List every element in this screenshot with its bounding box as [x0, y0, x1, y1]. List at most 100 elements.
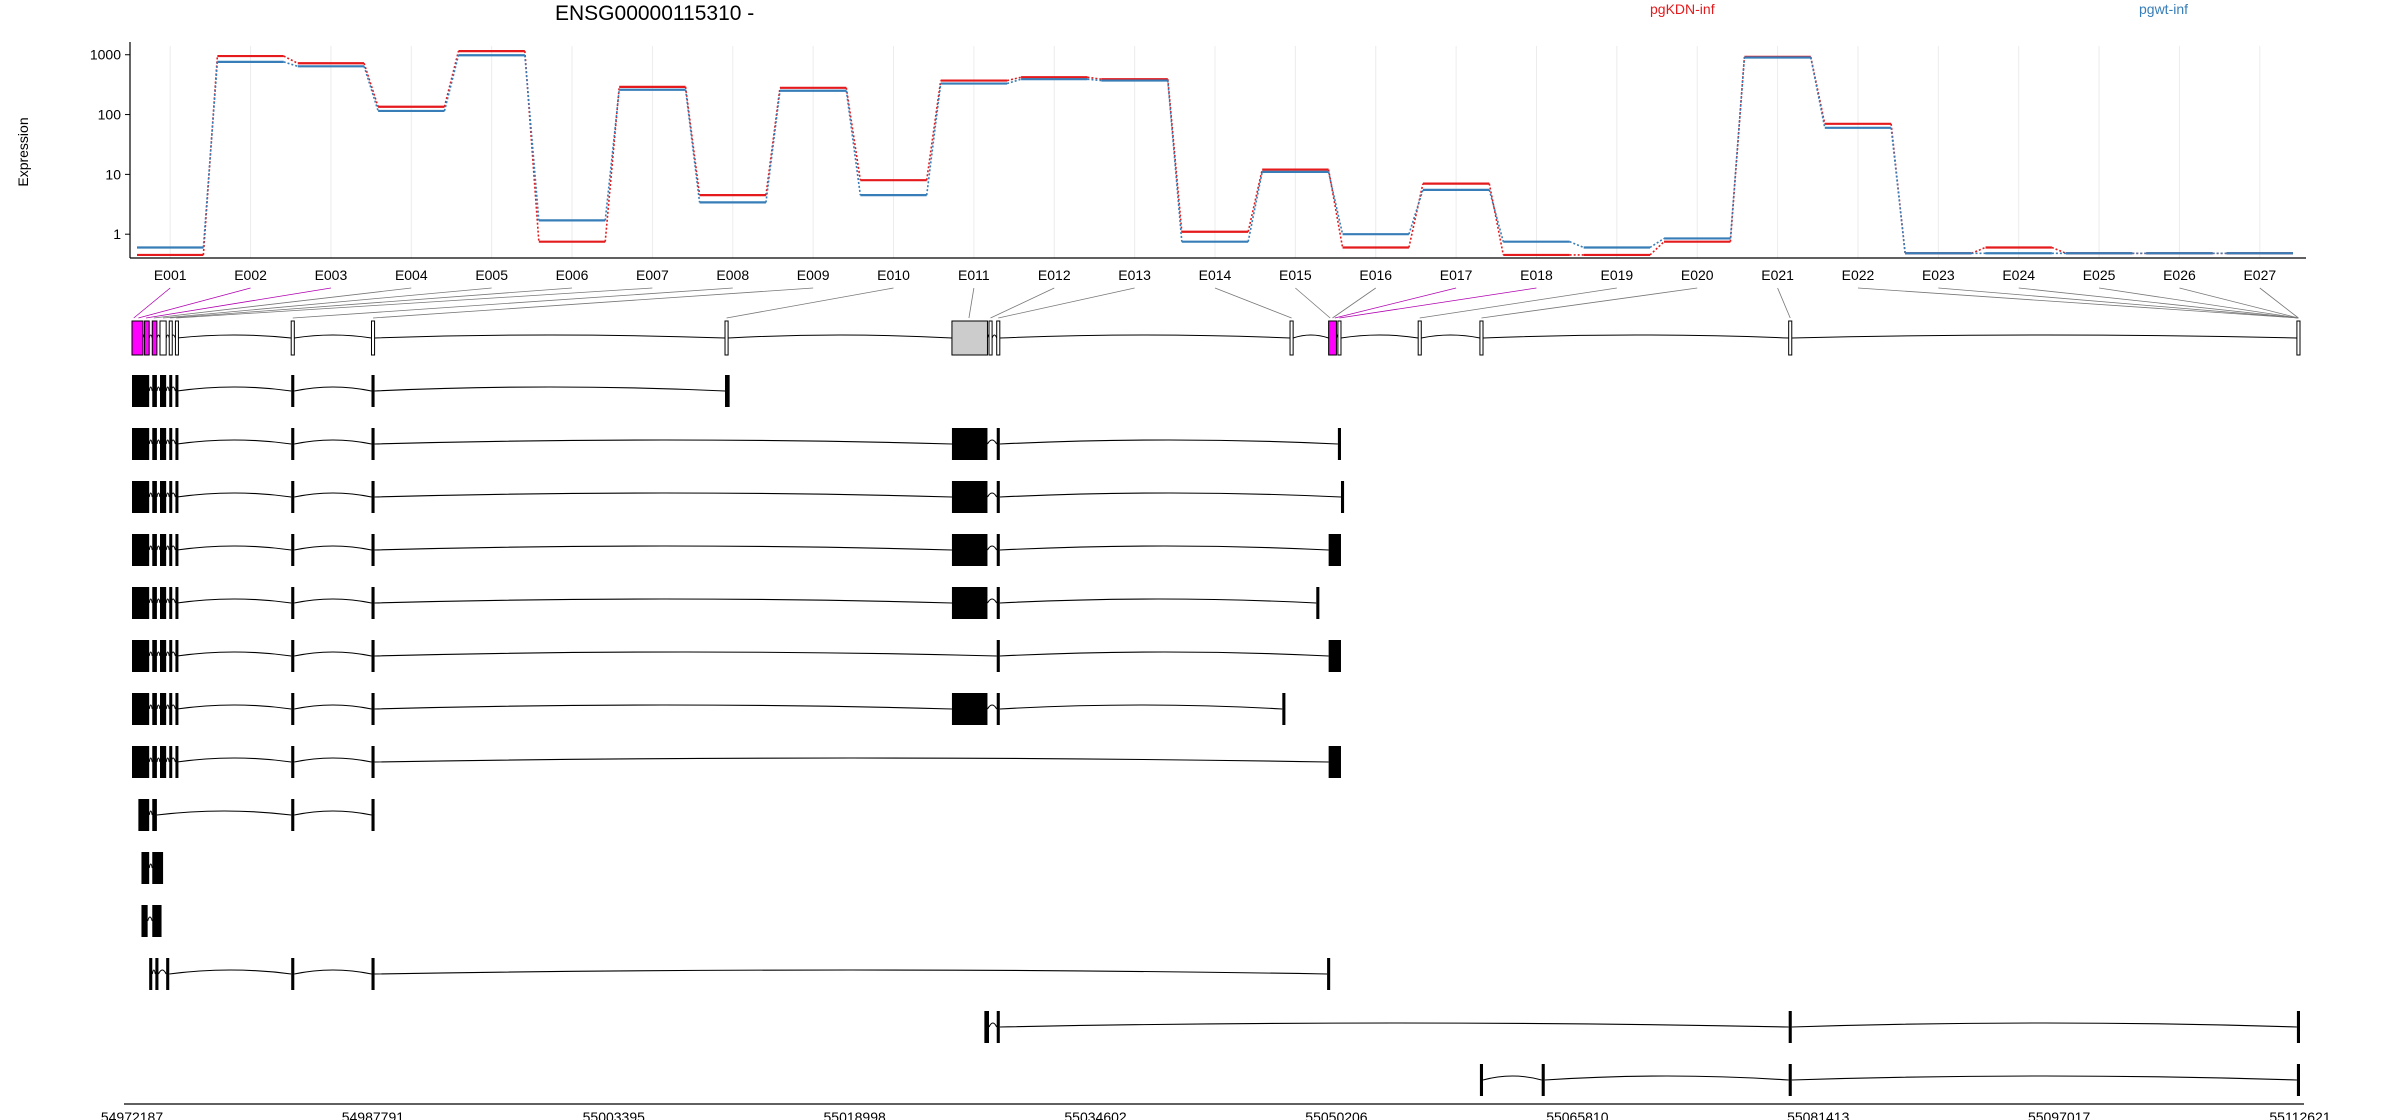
gene-model-intron [999, 334, 1291, 339]
exon-link-e026 [2179, 287, 2299, 319]
transcript-exon [1328, 640, 1341, 672]
exon-link-e006 [169, 287, 573, 319]
transcript-exon [371, 958, 375, 990]
transcript-intron [156, 545, 161, 551]
series-connector [363, 63, 379, 108]
transcript-exon [159, 693, 167, 725]
gene-model-exon [1289, 320, 1294, 356]
transcript-intron [156, 492, 161, 498]
y-tick-label: 10 [105, 166, 121, 182]
transcript-exon [996, 640, 1000, 672]
transcript-exon [175, 640, 179, 672]
transcript-intron [294, 439, 372, 445]
series-connector [925, 83, 942, 196]
transcript-exon [291, 587, 295, 619]
genomic-tick-label: 55112621 [2269, 1109, 2330, 1120]
legend-entry-pgkdn: pgKDN-inf [1650, 1, 1715, 17]
transcript-exon [951, 534, 988, 566]
genomic-tick-label: 55050206 [1305, 1109, 1368, 1120]
transcript-intron [148, 545, 153, 551]
transcript-exon [996, 1011, 1000, 1043]
transcript-intron [374, 439, 952, 445]
transcript-intron [374, 757, 1329, 763]
series-connector [1649, 237, 1665, 249]
transcript-exon [1337, 428, 1341, 460]
transcript-exon [159, 375, 167, 407]
series-connector [1488, 183, 1505, 256]
x-tick-label-e002: E002 [234, 267, 267, 283]
transcript-intron [148, 492, 153, 498]
transcript-exon [169, 534, 173, 566]
genomic-tick-label: 55081413 [1787, 1109, 1850, 1120]
series-connector [1247, 171, 1263, 242]
transcript-intron [999, 598, 1317, 604]
transcript-intron [999, 651, 1329, 657]
transcript-intron [374, 969, 1328, 975]
x-tick-label-e027: E027 [2243, 267, 2276, 283]
x-tick-label-e018: E018 [1520, 267, 1553, 283]
transcript-intron [165, 598, 170, 604]
exon-link-e008 [292, 287, 733, 319]
transcript-intron [151, 969, 156, 975]
series-connector [1327, 171, 1344, 235]
gene-model-exon [159, 320, 167, 356]
x-tick-label-e015: E015 [1279, 267, 1312, 283]
transcript-intron [165, 704, 170, 710]
series-connector [1327, 169, 1344, 248]
transcript-intron [165, 492, 170, 498]
transcript-exon [2296, 1011, 2300, 1043]
transcript-intron [999, 704, 1283, 710]
transcript-exon [371, 640, 375, 672]
transcript-exon [169, 481, 173, 513]
exon-link-e007 [176, 287, 653, 319]
transcript-exon [175, 587, 179, 619]
transcript-intron [1791, 1075, 2297, 1081]
transcript-exon [132, 746, 150, 778]
transcript-exon [1788, 1064, 1792, 1096]
transcript-exon [132, 428, 150, 460]
transcript-intron [156, 386, 161, 392]
transcript-exon [996, 587, 1000, 619]
x-tick-label-e003: E003 [315, 267, 348, 283]
transcript-exon [984, 1011, 990, 1043]
transcript-exon [371, 534, 375, 566]
gene-model-exon [1479, 320, 1484, 356]
transcript-exon [725, 375, 730, 407]
transcript-exon [152, 905, 162, 937]
transcript-intron [176, 439, 292, 445]
x-tick-label-e020: E020 [1681, 267, 1714, 283]
transcript-exon [291, 428, 295, 460]
transcript-exon [1479, 1064, 1484, 1096]
transcript-exon [291, 958, 295, 990]
transcript-exon [371, 587, 375, 619]
transcript-exon [1316, 587, 1320, 619]
transcript-exon [1327, 958, 1331, 990]
transcript-exon [152, 587, 157, 619]
gene-model-intron [1482, 334, 1789, 339]
transcript-intron [374, 386, 726, 392]
transcript-exon [132, 375, 150, 407]
series-connector [604, 86, 621, 242]
transcript-intron [294, 598, 372, 604]
series-connector [925, 80, 942, 181]
transcript-intron [986, 439, 998, 445]
x-tick-label-e007: E007 [636, 267, 669, 283]
x-tick-label-e026: E026 [2163, 267, 2196, 283]
transcript-intron [1791, 1022, 2297, 1028]
series-connector [283, 61, 298, 68]
exon-link-e003 [146, 287, 331, 319]
series-connector [1809, 57, 1826, 128]
gene-model-exon [2296, 320, 2301, 356]
transcript-intron [294, 704, 372, 710]
transcript-exon [152, 481, 157, 513]
gene-model-exon [370, 320, 376, 356]
transcript-exon [2296, 1064, 2300, 1096]
exon-link-e019 [1419, 287, 1617, 319]
series-connector [443, 50, 460, 107]
exon-link-e024 [2018, 287, 2299, 319]
series-connector [1167, 80, 1183, 242]
transcript-intron [148, 704, 153, 710]
gene-model-exon [168, 320, 173, 356]
gene-model-intron [1421, 334, 1481, 339]
